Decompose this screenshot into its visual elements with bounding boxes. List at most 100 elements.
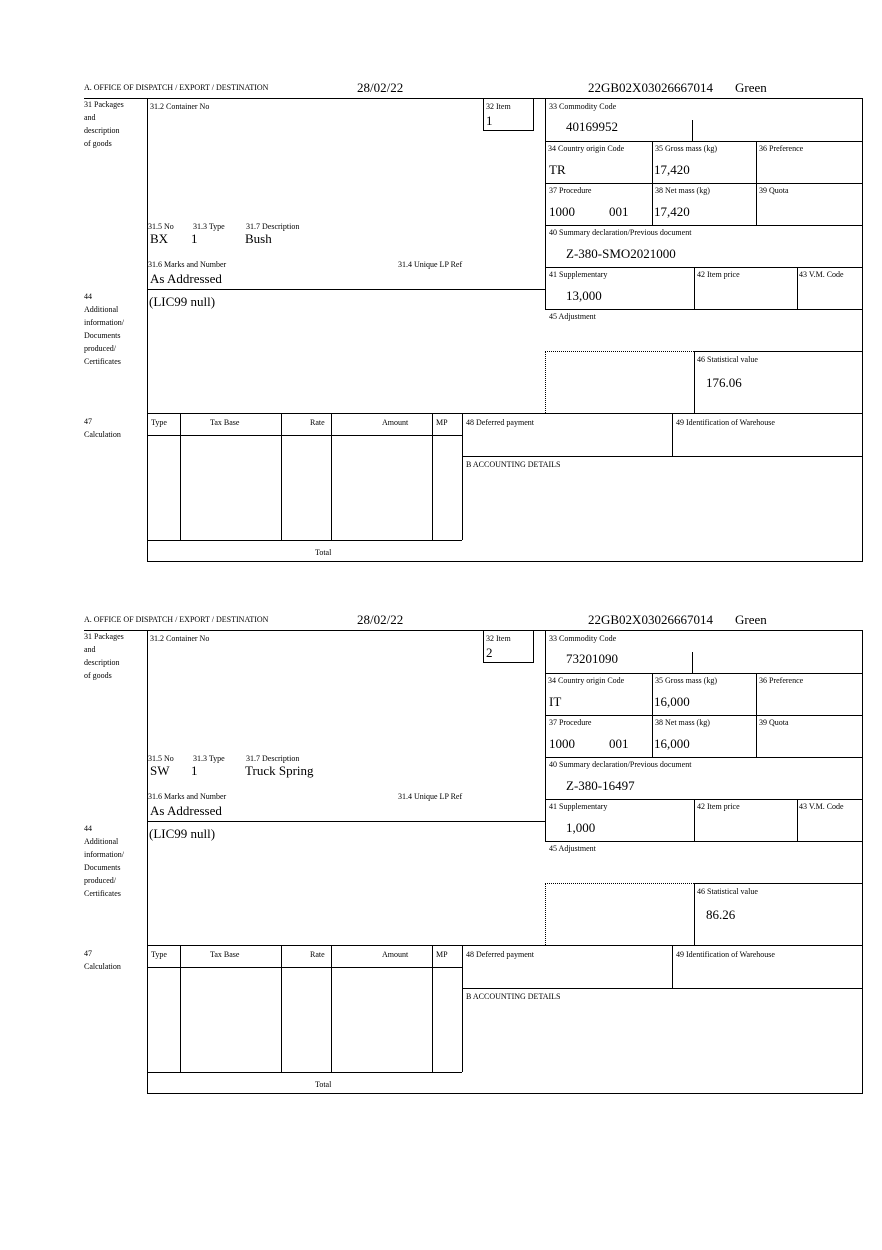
item-price-label: 42 Item price — [697, 270, 740, 279]
additional-info-label: produced/ — [84, 344, 116, 353]
adjustment-label: 45 Adjustment — [549, 312, 596, 321]
marks-value: As Addressed — [150, 271, 222, 286]
vm-code-label: 43 V.M. Code — [799, 270, 844, 279]
additional-info-value: (LIC99 null) — [149, 294, 216, 309]
origin-code: TR — [549, 162, 566, 177]
frame-line — [147, 413, 863, 414]
frame-line — [545, 883, 546, 945]
frame-line — [331, 945, 332, 1072]
frame-line — [694, 351, 862, 352]
marks-label: 31.6 Marks and Number — [148, 260, 227, 269]
frame-line — [545, 715, 862, 716]
calculation-label: 47 — [84, 417, 92, 426]
frame-line — [483, 630, 484, 662]
office-heading: A. OFFICE OF DISPATCH / EXPORT / DESTINA… — [84, 83, 269, 92]
summary-declaration: Z-380-SMO2021000 — [566, 246, 676, 261]
item-number: 1 — [486, 113, 493, 128]
calc-col-rate: Rate — [310, 418, 325, 427]
frame-line — [147, 967, 462, 968]
statistical-value: 86.26 — [706, 907, 736, 922]
frame-line — [694, 351, 695, 413]
additional-info-label: information/ — [84, 850, 124, 859]
frame-line — [147, 821, 545, 822]
statistical-value: 176.06 — [706, 375, 742, 390]
additional-info-value: (LIC99 null) — [149, 826, 216, 841]
calc-col-rate: Rate — [310, 950, 325, 959]
origin-label: 34 Country origin Code — [548, 676, 625, 685]
gross-mass-label: 35 Gross mass (kg) — [655, 144, 717, 153]
net-mass: 16,000 — [654, 736, 690, 751]
gross-mass: 16,000 — [654, 694, 690, 709]
item-label: 32 Item — [486, 102, 511, 111]
adjustment-label: 45 Adjustment — [549, 844, 596, 853]
additional-info-label: 44 — [84, 292, 92, 301]
frame-line — [432, 945, 433, 1072]
frame-line — [545, 309, 862, 310]
frame-line — [147, 289, 545, 290]
procedure-code: 1000 — [549, 204, 575, 219]
packages-label: and — [84, 113, 96, 122]
frame-line — [180, 945, 181, 1072]
unique-ref-label: 31.4 Unique LP Ref — [398, 260, 463, 269]
frame-line — [432, 413, 433, 540]
additional-info-label: Additional — [84, 305, 119, 314]
supplementary-label: 41 Supplementary — [549, 270, 608, 279]
additional-info-label: Documents — [84, 863, 121, 872]
frame-line — [545, 351, 546, 413]
description-label: 31.7 Description — [246, 222, 300, 231]
deferred-payment-label: 48 Deferred payment — [466, 950, 534, 959]
frame-line — [672, 413, 673, 456]
package-type: 1 — [191, 231, 198, 246]
packages-label: description — [84, 126, 120, 135]
goods-description: Truck Spring — [245, 763, 314, 778]
warehouse-label: 49 Identification of Warehouse — [676, 418, 775, 427]
total-label: Total — [315, 548, 332, 557]
supplementary-label: 41 Supplementary — [549, 802, 608, 811]
frame-line — [545, 98, 546, 309]
frame-line — [545, 630, 546, 841]
supplementary-units: 1,000 — [566, 820, 596, 835]
additional-info-label: Certificates — [84, 357, 121, 366]
frame-line — [652, 141, 653, 225]
item-price-label: 42 Item price — [697, 802, 740, 811]
calculation-label: Calculation — [84, 962, 121, 971]
frame-line — [147, 435, 462, 436]
container-no-label: 31.2 Container No — [150, 102, 210, 111]
additional-info-label: information/ — [84, 318, 124, 327]
packages-label: and — [84, 645, 96, 654]
commodity-code: 73201090 — [566, 651, 618, 666]
frame-line — [862, 98, 863, 561]
frame-line — [462, 945, 463, 1072]
declaration-reference: 22GB02X03026667014 — [588, 80, 713, 95]
frame-line — [147, 561, 863, 562]
frame-line — [694, 799, 695, 841]
calc-col-mp: MP — [436, 418, 448, 427]
package-no-label: 31.5 No — [148, 754, 174, 763]
calc-col-amount: Amount — [382, 950, 409, 959]
accounting-details-label: B ACCOUNTING DETAILS — [466, 992, 561, 1001]
frame-line — [545, 183, 862, 184]
preference-label: 36 Preference — [759, 144, 804, 153]
unique-ref-label: 31.4 Unique LP Ref — [398, 792, 463, 801]
frame-line — [862, 630, 863, 1093]
calculation-label: 47 — [84, 949, 92, 958]
frame-line — [756, 141, 757, 225]
marks-value: As Addressed — [150, 803, 222, 818]
calc-col-type: Type — [151, 950, 167, 959]
warehouse-label: 49 Identification of Warehouse — [676, 950, 775, 959]
gross-mass: 17,420 — [654, 162, 690, 177]
frame-line — [147, 1072, 462, 1073]
commodity-code-label: 33 Commodity Code — [549, 102, 617, 111]
frame-line — [692, 120, 693, 141]
frame-line — [462, 413, 463, 540]
additional-info-label: 44 — [84, 824, 92, 833]
frame-line — [545, 267, 862, 268]
frame-line — [331, 413, 332, 540]
date: 28/02/22 — [357, 612, 404, 627]
frame-line — [281, 945, 282, 1072]
preference-label: 36 Preference — [759, 676, 804, 685]
gross-mass-label: 35 Gross mass (kg) — [655, 676, 717, 685]
procedure-label: 37 Procedure — [549, 718, 592, 727]
frame-line — [147, 98, 148, 561]
frame-line — [797, 267, 798, 309]
